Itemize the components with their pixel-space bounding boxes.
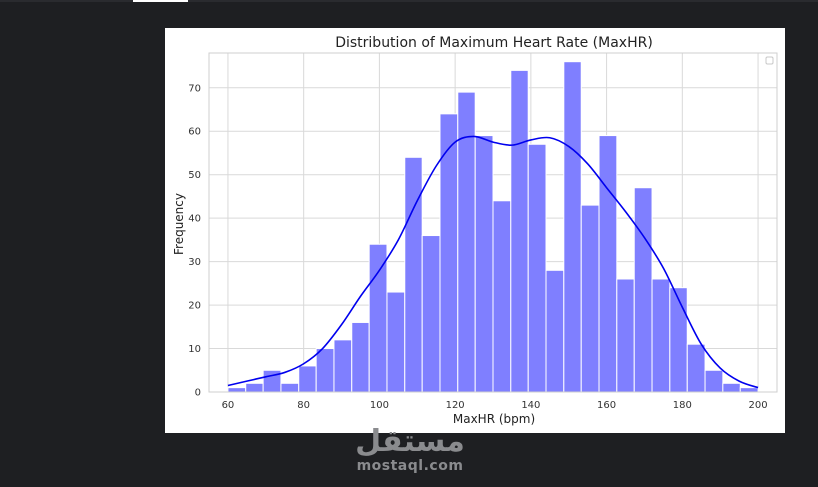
y-tick-labels: 0 10 20 30 40 50 60 70	[188, 83, 201, 398]
x-tick-label: 180	[673, 400, 692, 411]
histogram-bar	[492, 200, 512, 393]
histogram-bar	[280, 382, 300, 393]
histogram-bar	[580, 204, 600, 393]
histogram-bar	[333, 339, 353, 393]
legend-box	[765, 56, 774, 65]
histogram-bar	[704, 369, 724, 393]
watermark-arabic: مستقل	[355, 424, 465, 459]
kde-curve	[227, 135, 759, 389]
y-axis-label: Frequency	[172, 193, 186, 255]
y-tick-label: 20	[188, 301, 201, 312]
x-tick-label: 200	[749, 400, 768, 411]
histogram-bar	[563, 61, 582, 393]
histogram-bar	[474, 135, 494, 393]
histogram-bar	[227, 387, 247, 393]
histogram-bar	[298, 365, 317, 393]
histogram-bar	[686, 343, 706, 393]
y-tick-label: 40	[188, 214, 201, 225]
histogram-bar	[598, 135, 618, 393]
x-tick-label: 80	[297, 400, 310, 411]
histogram-bar	[527, 143, 547, 393]
histogram-bars	[227, 61, 759, 393]
x-tick-label: 100	[370, 400, 389, 411]
watermark: مستقل mostaql.com	[340, 424, 480, 474]
histogram-bar	[245, 382, 264, 393]
histogram-bar	[315, 348, 335, 393]
y-tick-label: 10	[188, 344, 201, 355]
histogram-bar	[739, 387, 759, 393]
x-axis-label: MaxHR (bpm)	[453, 412, 535, 426]
histogram-bar	[404, 156, 423, 393]
y-tick-label: 30	[188, 257, 201, 268]
histogram-bar	[722, 382, 741, 393]
histogram-bar	[545, 269, 565, 393]
histogram-chart: 60 80 100 120 140 160 180 200 0 10 20 30 40 50 60 70 D…	[172, 35, 778, 426]
active-tab-indicator[interactable]	[133, 0, 188, 2]
histogram-bar	[616, 278, 635, 393]
chart-title: Distribution of Maximum Heart Rate (MaxH…	[335, 35, 653, 51]
y-tick-label: 0	[195, 388, 201, 399]
watermark-latin: mostaql.com	[356, 458, 464, 474]
x-tick-label: 120	[446, 400, 465, 411]
y-tick-label: 70	[188, 83, 201, 94]
histogram-bar	[368, 243, 388, 393]
histogram-bar	[633, 187, 653, 393]
plot-frame	[208, 52, 778, 393]
axes	[208, 52, 778, 393]
y-tick-label: 50	[188, 170, 201, 181]
histogram-bar	[651, 278, 671, 393]
x-tick-label: 140	[521, 400, 540, 411]
chart-figure: 60 80 100 120 140 160 180 200 0 10 20 30 40 50 60 70 D…	[165, 28, 785, 433]
histogram-bar	[351, 321, 370, 393]
histogram-bar	[669, 287, 688, 393]
x-tick-label: 160	[597, 400, 616, 411]
histogram-bar	[386, 291, 406, 393]
x-tick-label: 60	[222, 400, 235, 411]
y-tick-label: 60	[188, 127, 201, 138]
top-bar	[0, 0, 818, 2]
kde-curve-group	[227, 135, 759, 389]
x-tick-labels: 60 80 100 120 140 160 180 200	[222, 400, 768, 411]
histogram-bar	[421, 235, 441, 393]
histogram-bar	[510, 69, 529, 393]
